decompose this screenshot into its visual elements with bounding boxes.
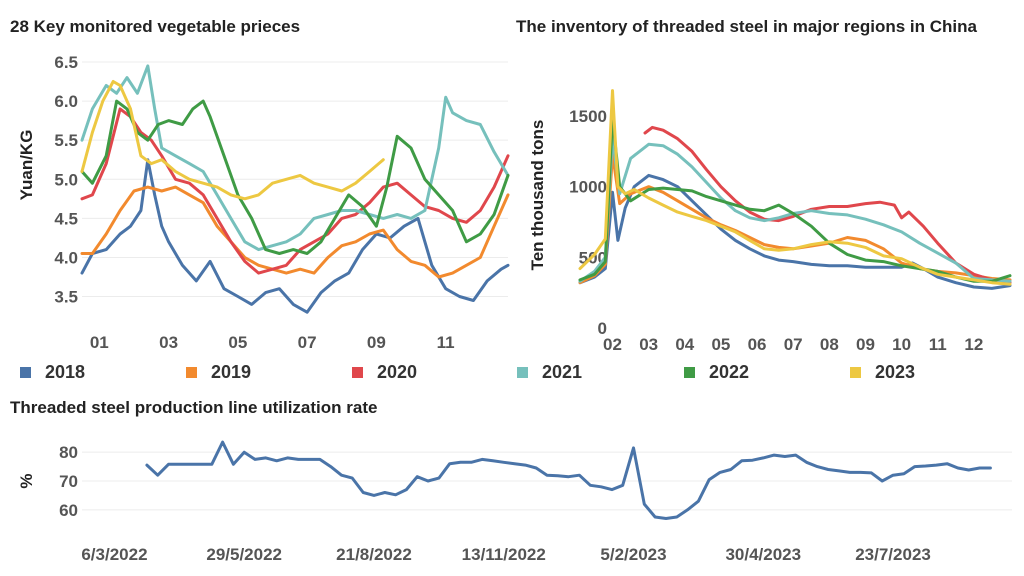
- x-tick-label: 23/7/2023: [855, 545, 931, 564]
- x-tick-label: 01: [90, 333, 109, 352]
- y-tick-label: 5.0: [54, 170, 78, 189]
- legend-swatch: [20, 367, 31, 378]
- y-axis-label: Ten thousand tons: [528, 120, 547, 271]
- y-axis-label: %: [17, 473, 36, 488]
- legend-item-2023: 2023: [850, 362, 915, 383]
- x-tick-label: 12: [964, 335, 983, 354]
- legend-item-2020: 2020: [352, 362, 417, 383]
- series-line-2018: [80, 158, 510, 314]
- x-tick-label: 21/8/2022: [336, 545, 412, 564]
- legend-item-2019: 2019: [186, 362, 251, 383]
- legend-label: 2022: [709, 362, 750, 382]
- chart3-title: Threaded steel production line utilizati…: [10, 398, 378, 417]
- x-tick-label: 10: [892, 335, 911, 354]
- series-line-2023: [578, 89, 1012, 286]
- y-tick-label: 1000: [569, 178, 607, 197]
- legend: 2018 2019 2020 2021 2022 2023: [0, 362, 1024, 386]
- y-tick-label: 60: [59, 501, 78, 520]
- legend-swatch: [517, 367, 528, 378]
- series-line-2020: [80, 107, 510, 275]
- series-line-2021: [578, 135, 1012, 283]
- legend-swatch: [186, 367, 197, 378]
- x-tick-label: 5/2/2023: [600, 545, 666, 564]
- y-tick-label: 4.5: [54, 209, 78, 228]
- x-tick-label: 11: [929, 335, 947, 354]
- x-tick-label: 07: [298, 333, 317, 352]
- legend-item-2021: 2021: [517, 362, 582, 383]
- legend-label: 2019: [211, 362, 252, 382]
- x-tick-label: 6/3/2022: [81, 545, 147, 564]
- legend-swatch: [850, 367, 861, 378]
- series-line-2022: [80, 99, 510, 255]
- series-line-2019: [80, 185, 510, 279]
- y-tick-label: 4.0: [54, 248, 78, 267]
- series-line-2020: [643, 125, 1012, 285]
- x-tick-label: 09: [367, 333, 386, 352]
- chart3-group: 60 70 80 6/3/2022 29/5/2022 21/8/2022 13/11/20…: [17, 440, 1012, 564]
- legend-label: 2020: [377, 362, 418, 382]
- x-tick-label: 03: [159, 333, 178, 352]
- series-line-utilization: [145, 440, 992, 520]
- x-tick-label: 29/5/2022: [206, 545, 282, 564]
- y-tick-label: 3.5: [54, 288, 78, 307]
- x-tick-label: 04: [675, 335, 694, 354]
- x-tick-label: 30/4/2023: [725, 545, 801, 564]
- y-tick-label: 0: [598, 319, 607, 338]
- legend-label: 2023: [875, 362, 916, 382]
- y-axis-label: Yuan/KG: [17, 130, 36, 201]
- chart2-title: The inventory of threaded steel in major…: [516, 17, 977, 36]
- chart1-group: 3.5 4.0 4.5 5.0 5.5 6.0 6.5 01 03 05 07 09 11 Yuan/KG: [17, 53, 510, 352]
- y-tick-label: 80: [59, 443, 78, 462]
- series-line-2023: [80, 80, 385, 201]
- x-tick-label: 07: [784, 335, 803, 354]
- y-tick-label: 1500: [569, 107, 607, 126]
- x-tick-label: 05: [711, 335, 730, 354]
- y-tick-label: 6.0: [54, 92, 78, 111]
- x-tick-label: 13/11/2022: [462, 545, 546, 564]
- y-tick-label: 70: [59, 472, 78, 491]
- x-tick-label: 06: [748, 335, 767, 354]
- y-tick-label: 5.5: [54, 131, 78, 150]
- x-tick-label: 02: [603, 335, 622, 354]
- legend-swatch: [352, 367, 363, 378]
- x-tick-label: 05: [228, 333, 247, 352]
- legend-label: 2018: [45, 362, 86, 382]
- legend-swatch: [684, 367, 695, 378]
- legend-item-2022: 2022: [684, 362, 749, 383]
- chart1-title: 28 Key monitored vegetable prieces: [10, 17, 301, 36]
- legend-item-2018: 2018: [20, 362, 85, 383]
- series-line-2021: [80, 64, 510, 252]
- x-tick-label: 08: [820, 335, 839, 354]
- x-tick-label: 03: [639, 335, 658, 354]
- legend-label: 2021: [542, 362, 583, 382]
- x-tick-label: 11: [437, 333, 455, 352]
- x-tick-label: 09: [856, 335, 875, 354]
- y-tick-label: 6.5: [54, 53, 78, 72]
